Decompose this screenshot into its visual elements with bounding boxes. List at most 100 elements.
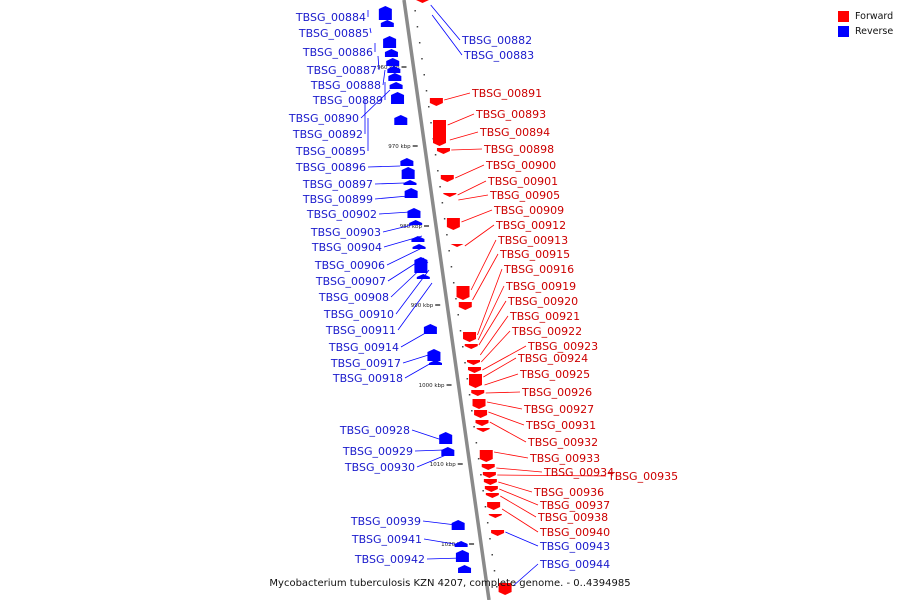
minor-tick bbox=[462, 346, 464, 348]
scale-tick-label: 980 kbp bbox=[400, 224, 423, 230]
reverse-gene-label: TBSG_00885 bbox=[298, 27, 369, 40]
forward-gene-label: TBSG_00905 bbox=[489, 189, 560, 202]
reverse-gene-block bbox=[451, 520, 465, 530]
minor-tick bbox=[425, 90, 428, 92]
reverse-leader-line bbox=[374, 182, 405, 185]
minor-tick bbox=[471, 410, 473, 412]
reverse-gene-label: TBSG_00928 bbox=[339, 424, 410, 437]
minor-tick bbox=[430, 122, 432, 124]
forward-gene-label: TBSG_00922 bbox=[511, 325, 582, 338]
forward-gene-block bbox=[446, 218, 460, 230]
minor-tick bbox=[446, 234, 448, 236]
reverse-gene-block bbox=[407, 208, 421, 218]
forward-gene-label: TBSG_00921 bbox=[509, 310, 580, 323]
legend-forward-label: Forward bbox=[855, 11, 894, 22]
minor-tick bbox=[459, 330, 462, 332]
minor-tick bbox=[477, 458, 480, 460]
forward-leader-line bbox=[498, 481, 533, 493]
reverse-swatch bbox=[838, 26, 849, 37]
reverse-gene-block bbox=[400, 158, 414, 166]
forward-gene-label: TBSG_00925 bbox=[519, 368, 590, 381]
forward-gene-block bbox=[482, 472, 496, 478]
reverse-gene-block bbox=[423, 324, 437, 334]
forward-gene-label: TBSG_00938 bbox=[537, 511, 608, 524]
forward-gene-label: TBSG_00894 bbox=[479, 126, 550, 139]
minor-tick bbox=[496, 586, 498, 588]
forward-leader-line bbox=[480, 330, 511, 363]
forward-leader-line bbox=[493, 451, 529, 459]
forward-leader-line bbox=[512, 563, 539, 587]
reverse-gene-label: TBSG_00908 bbox=[318, 291, 389, 304]
forward-gene-block bbox=[479, 450, 493, 462]
reverse-gene-block bbox=[391, 92, 405, 104]
reverse-gene-label: TBSG_00892 bbox=[292, 128, 363, 141]
forward-leader-line bbox=[483, 357, 517, 378]
forward-leader-line bbox=[485, 391, 521, 394]
forward-gene-label: TBSG_00898 bbox=[483, 143, 554, 156]
reverse-gene-block bbox=[378, 6, 392, 20]
minor-tick bbox=[434, 154, 437, 156]
scale-tick-label: 970 kbp bbox=[388, 144, 411, 150]
forward-gene-label: TBSG_00933 bbox=[529, 452, 600, 465]
reverse-gene-label: TBSG_00899 bbox=[302, 193, 373, 206]
forward-gene-label: TBSG_00893 bbox=[475, 108, 546, 121]
forward-gene-block bbox=[467, 367, 481, 373]
scale-tick-label: 1000 kbp bbox=[419, 383, 445, 389]
reverse-gene-block bbox=[429, 360, 442, 365]
forward-gene-label: TBSG_00924 bbox=[517, 352, 588, 365]
forward-leader-line bbox=[497, 474, 607, 477]
map-caption: Mycobacterium tuberculosis KZN 4207, com… bbox=[269, 578, 631, 589]
forward-leader-line bbox=[478, 300, 507, 346]
forward-gene-label: TBSG_00934 bbox=[543, 466, 614, 479]
scale-tick-label: 1010 kbp bbox=[430, 462, 456, 468]
forward-leader-line bbox=[470, 239, 497, 291]
reverse-gene-block bbox=[404, 188, 418, 198]
minor-tick bbox=[441, 202, 444, 204]
reverse-gene-block bbox=[384, 49, 398, 57]
forward-gene-label: TBSG_00883 bbox=[463, 49, 534, 62]
reverse-gene-block bbox=[409, 220, 423, 225]
forward-gene-label: TBSG_00943 bbox=[539, 540, 610, 553]
reverse-gene-block bbox=[439, 432, 453, 444]
reverse-gene-label: TBSG_00889 bbox=[312, 94, 383, 107]
reverse-gene-block bbox=[412, 244, 426, 249]
reverse-gene-block bbox=[455, 550, 469, 562]
reverse-gene-label: TBSG_00939 bbox=[350, 515, 421, 528]
reverse-leader-line bbox=[377, 55, 380, 71]
legend-reverse-label: Reverse bbox=[855, 26, 894, 37]
forward-gene-block bbox=[467, 360, 480, 365]
reverse-gene-label: TBSG_00888 bbox=[310, 79, 381, 92]
minor-tick bbox=[464, 362, 466, 364]
forward-leader-line bbox=[461, 209, 493, 223]
reverse-gene-label: TBSG_00896 bbox=[295, 161, 366, 174]
reverse-gene-block bbox=[441, 447, 455, 456]
forward-gene-block bbox=[476, 428, 490, 432]
minor-tick bbox=[489, 538, 491, 540]
minor-tick bbox=[482, 490, 484, 492]
forward-leader-line bbox=[472, 253, 499, 301]
reverse-gene-label: TBSG_00906 bbox=[314, 259, 385, 272]
forward-leader-line bbox=[447, 113, 475, 126]
reverse-leader-line bbox=[367, 165, 401, 168]
forward-gene-label: TBSG_00932 bbox=[527, 436, 598, 449]
forward-gene-block bbox=[416, 0, 429, 3]
legend-reverse: Reverse bbox=[838, 24, 893, 39]
forward-leader-line bbox=[505, 531, 539, 547]
reverse-gene-label: TBSG_00941 bbox=[351, 533, 422, 546]
forward-leader-line bbox=[464, 224, 495, 247]
reverse-gene-label: TBSG_00903 bbox=[310, 226, 381, 239]
forward-leader-line bbox=[449, 131, 479, 141]
forward-gene-label: TBSG_00901 bbox=[487, 175, 558, 188]
forward-gene-label: TBSG_00931 bbox=[525, 419, 596, 432]
reverse-gene-label: TBSG_00890 bbox=[288, 112, 359, 125]
forward-gene-block bbox=[491, 530, 505, 536]
forward-leader-line bbox=[444, 92, 471, 101]
forward-leader-line bbox=[496, 467, 543, 473]
forward-gene-block bbox=[433, 120, 446, 146]
minor-tick bbox=[428, 106, 430, 108]
minor-tick bbox=[414, 10, 416, 12]
reverse-gene-block bbox=[387, 66, 401, 73]
forward-gene-block bbox=[471, 390, 485, 396]
reverse-gene-block bbox=[458, 565, 472, 573]
reverse-gene-label: TBSG_00929 bbox=[342, 445, 413, 458]
